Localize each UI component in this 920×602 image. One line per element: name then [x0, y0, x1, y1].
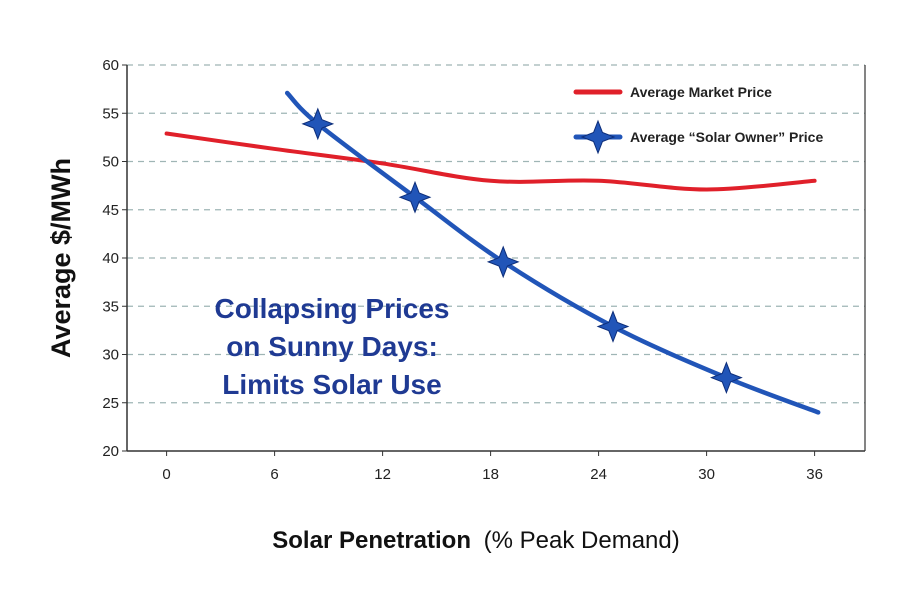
star-marker — [486, 245, 520, 279]
x-tick-label: 12 — [374, 466, 391, 483]
x-axis-label: Solar Penetration (% Peak Demand) — [272, 527, 679, 554]
y-tick-labels: 20 25 30 35 40 45 50 55 60 — [102, 57, 119, 460]
y-tick-label: 25 — [102, 395, 119, 412]
y-tick-label: 20 — [102, 443, 119, 460]
y-tick-label: 50 — [102, 154, 119, 171]
x-axis-label-rest: (% Peak Demand) — [484, 527, 680, 554]
annotation-line: on Sunny Days: — [226, 331, 438, 362]
x-tick-label: 30 — [698, 466, 715, 483]
y-axis-label: Average $/MWh — [46, 158, 76, 358]
x-tick-label: 36 — [806, 466, 823, 483]
star-marker — [580, 119, 616, 155]
y-tick-label: 30 — [102, 347, 119, 364]
y-tick-label: 60 — [102, 57, 119, 74]
y-tick-label: 55 — [102, 105, 119, 122]
x-tick-label: 24 — [590, 466, 607, 483]
axes — [126, 65, 866, 452]
y-tick-label: 40 — [102, 250, 119, 267]
star-marker — [596, 310, 630, 343]
legend-label: Average Market Price — [630, 84, 772, 100]
star-marker — [301, 107, 335, 141]
market-price-line — [164, 131, 817, 192]
x-tick-labels: 0 6 12 18 24 30 36 — [162, 466, 823, 483]
x-axis-label-bold: Solar Penetration — [272, 527, 471, 554]
x-tick-label: 18 — [482, 466, 499, 483]
legend-label: Average “Solar Owner” Price — [630, 129, 823, 145]
series — [164, 90, 821, 415]
y-tick-label: 35 — [102, 298, 119, 315]
y-tick-label: 45 — [102, 202, 119, 219]
annotation-line: Collapsing Prices — [215, 293, 450, 324]
legend: Average Market Price Average “Solar Owner… — [573, 84, 823, 155]
annotation: Collapsing Prices on Sunny Days: Limits … — [215, 293, 450, 400]
annotation-line: Limits Solar Use — [222, 369, 441, 400]
star-marker — [710, 361, 743, 395]
x-tick-label: 6 — [270, 466, 278, 483]
star-marker — [398, 180, 432, 214]
x-tick-label: 0 — [162, 466, 170, 483]
